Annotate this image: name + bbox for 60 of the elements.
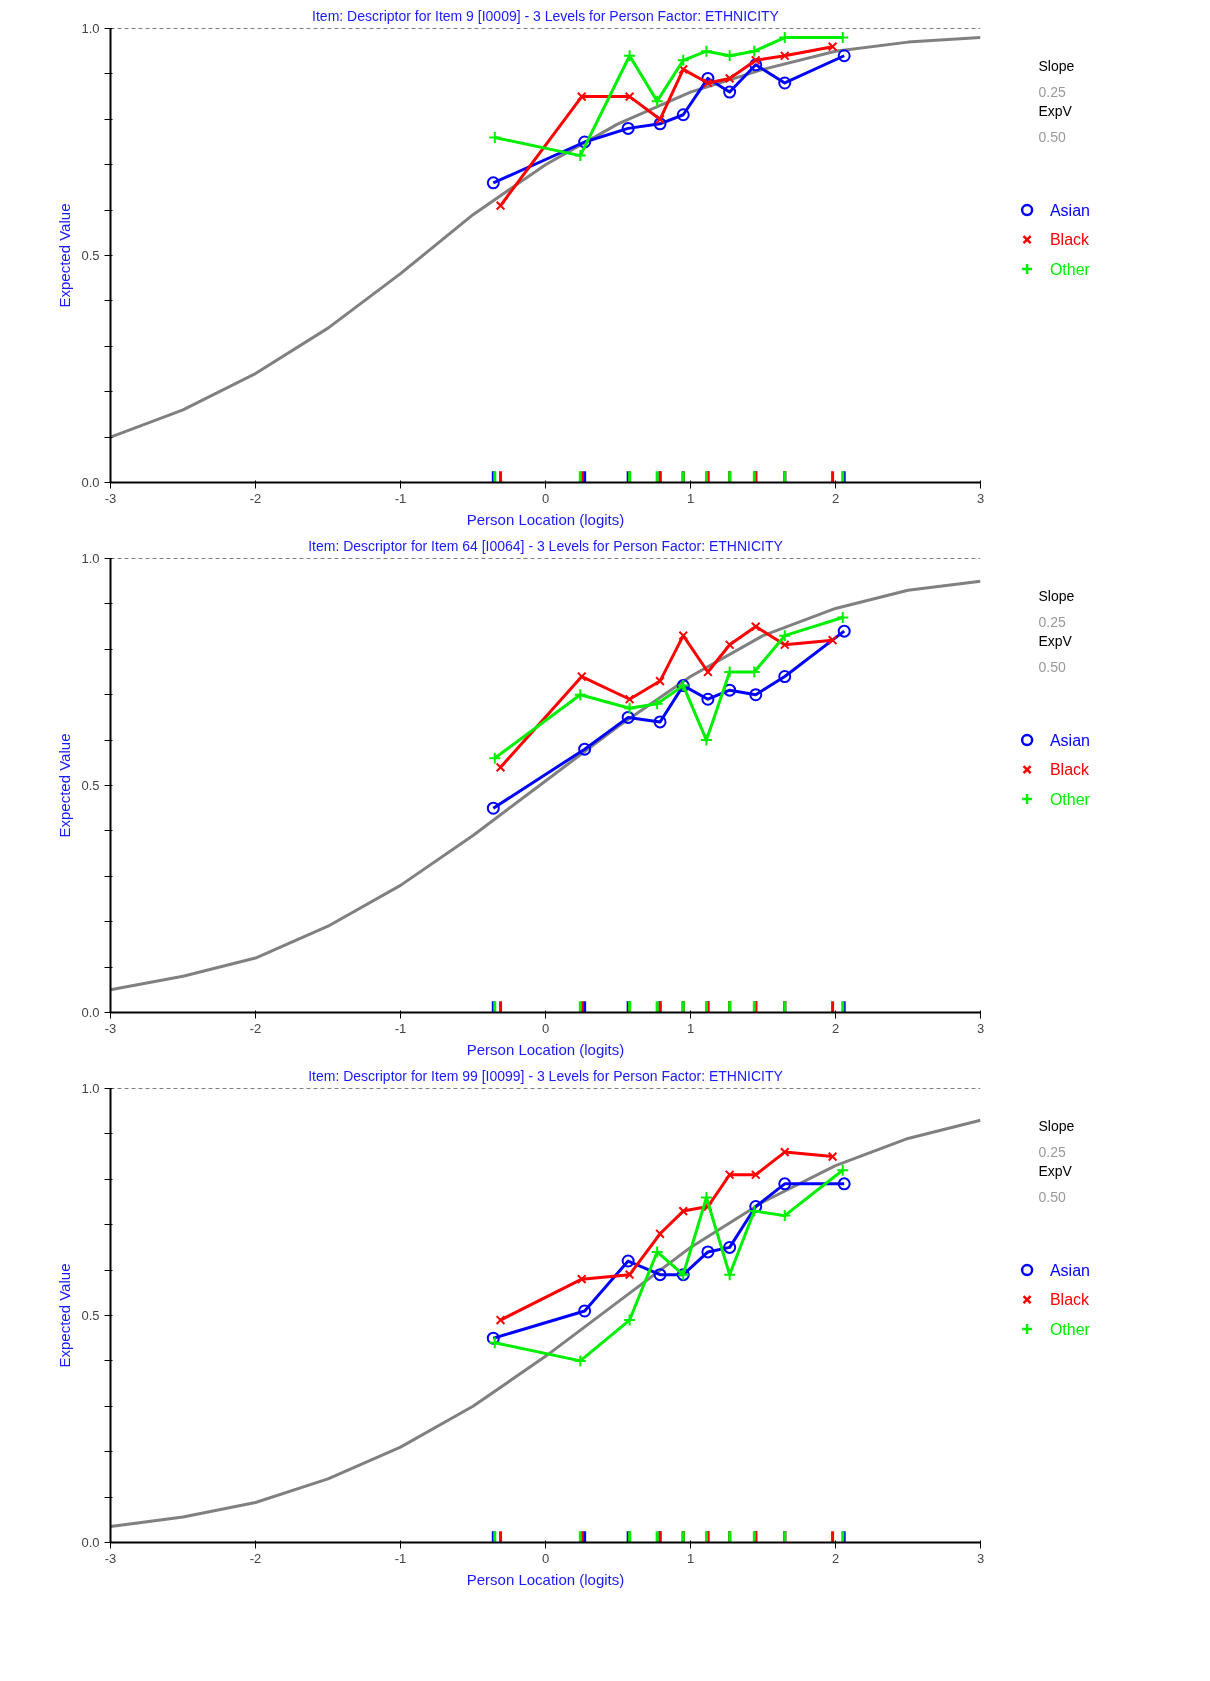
- legend-label: Asian: [1049, 731, 1090, 749]
- y-tick-label: 0.0: [81, 1005, 100, 1020]
- text: 0.25: [1038, 1143, 1066, 1160]
- y-tick-label: 0.5: [81, 778, 100, 793]
- x-tick-label: 1: [686, 490, 695, 506]
- x-tick-label: 3: [976, 1020, 985, 1036]
- text: 0.25: [1038, 83, 1066, 100]
- legend-label: Other: [1049, 790, 1091, 808]
- y-tick-label: 1.0: [81, 1081, 100, 1096]
- chart-title: Item: Descriptor for Item 64 [I0064] - 3 Levels for Person Factor: ETHNICITY: [308, 537, 784, 554]
- text: ExpV: [1038, 103, 1073, 120]
- legend-label: Black: [1049, 761, 1091, 779]
- text: ExpV: [1038, 633, 1073, 650]
- x-tick-label: 3: [976, 490, 985, 506]
- legend-label: Asian: [1049, 201, 1090, 219]
- text: 0.50: [1038, 659, 1066, 675]
- legend-label: Other: [1049, 1320, 1091, 1338]
- text: ExpV: [1038, 1163, 1073, 1180]
- y-axis-title: Expected Value: [56, 1263, 74, 1368]
- x-axis-title: Person Location (logits): [466, 1570, 625, 1588]
- y-axis-title: Expected Value: [56, 733, 74, 838]
- x-tick-label: 0: [541, 1550, 550, 1566]
- y-tick-label: 0.0: [81, 1535, 100, 1550]
- x-tick-label: -2: [249, 1020, 262, 1036]
- text: Slope: [1038, 1117, 1075, 1134]
- x-tick-label: -1: [394, 1550, 407, 1566]
- y-tick-label: 1.0: [81, 21, 100, 36]
- x-tick-label: -1: [394, 1020, 407, 1036]
- y-axis-title: Expected Value: [56, 203, 74, 308]
- legend-label: Other: [1049, 260, 1091, 278]
- y-tick-label: 0.5: [81, 1308, 100, 1323]
- x-tick-label: -2: [249, 490, 262, 506]
- chart-title: Item: Descriptor for Item 99 [I0099] - 3 Levels for Person Factor: ETHNICITY: [308, 1067, 784, 1084]
- x-tick-label: -1: [394, 490, 407, 506]
- x-tick-label: 3: [976, 1550, 985, 1566]
- chart-title: Item: Descriptor for Item 9 [I0009] - 3 Levels for Person Factor: ETHNICITY: [312, 7, 780, 24]
- legend-label: Asian: [1049, 1261, 1090, 1279]
- x-tick-label: -3: [104, 1550, 117, 1566]
- y-tick-label: 1.0: [81, 551, 100, 566]
- text: 0.25: [1038, 613, 1066, 630]
- text: 0.50: [1038, 129, 1066, 145]
- x-tick-label: -2: [249, 1550, 262, 1566]
- x-tick-label: 0: [541, 1020, 550, 1036]
- x-tick-label: 2: [831, 490, 840, 506]
- x-tick-label: 1: [686, 1550, 695, 1566]
- x-tick-label: 2: [831, 1550, 840, 1566]
- y-tick-label: 0.0: [81, 475, 100, 490]
- x-tick-label: 1: [686, 1020, 695, 1036]
- legend-label: Black: [1049, 1291, 1091, 1309]
- x-tick-label: 2: [831, 1020, 840, 1036]
- text: Slope: [1038, 587, 1075, 604]
- x-tick-label: -3: [104, 490, 117, 506]
- text: Slope: [1038, 57, 1075, 74]
- x-tick-label: -3: [104, 1020, 117, 1036]
- text: 0.50: [1038, 1189, 1066, 1205]
- legend-label: Black: [1049, 231, 1091, 249]
- x-axis-title: Person Location (logits): [466, 1040, 625, 1058]
- x-axis-title: Person Location (logits): [466, 510, 625, 528]
- y-tick-label: 0.5: [81, 248, 100, 263]
- x-tick-label: 0: [541, 490, 550, 506]
